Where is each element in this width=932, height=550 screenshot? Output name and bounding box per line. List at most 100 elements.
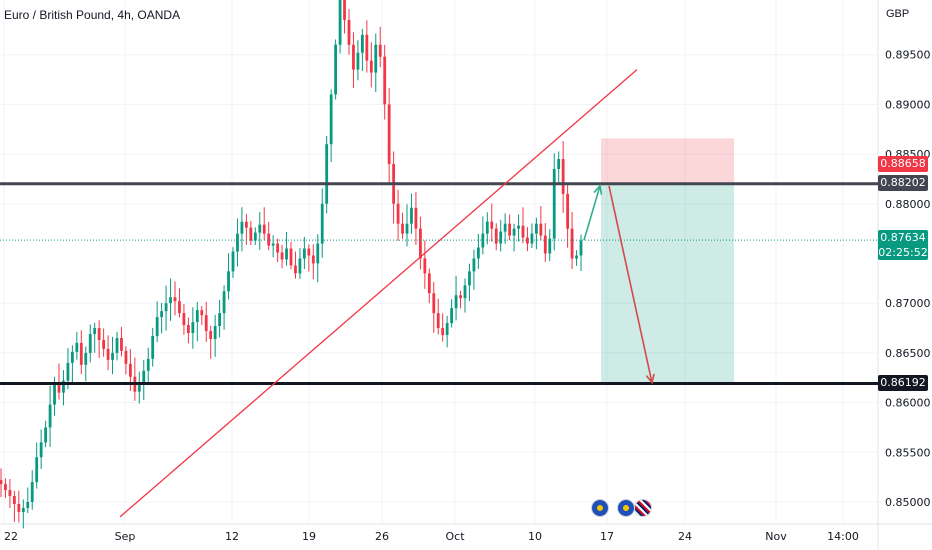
candle-body (17, 503, 21, 512)
projection-down-arrow[interactable] (608, 185, 655, 385)
candle-body (169, 297, 172, 304)
projection-up-arrow[interactable] (583, 184, 603, 241)
candle-body (93, 328, 97, 335)
candle-body (280, 252, 284, 260)
candle-body (124, 350, 128, 364)
candle-body (258, 224, 262, 233)
candle-body (30, 482, 34, 502)
candle-body (0, 480, 3, 485)
candle-body (343, 0, 346, 20)
time-tick-label: Oct (445, 530, 465, 543)
stop-loss-zone[interactable] (601, 138, 734, 184)
candle-body (503, 223, 507, 232)
candle-body (79, 342, 83, 365)
candle-body (289, 248, 293, 266)
candle-body (146, 358, 150, 371)
candle-body (26, 502, 30, 508)
time-axis[interactable]: 22 Sep 12 19 26 Oct 10 17 24 Nov 14:00 (4, 530, 859, 543)
eu-flag-icon[interactable] (617, 499, 635, 517)
candle-body (240, 221, 244, 234)
chart-title: Euro / British Pound, 4h, OANDA (4, 8, 181, 22)
price-tick-label: 0.86000 (885, 397, 931, 410)
candle-body (4, 484, 7, 491)
candle-body (191, 322, 195, 334)
candle-body (360, 34, 364, 53)
candle-body (320, 203, 324, 244)
time-tick-label: Sep (115, 530, 136, 543)
candle-body (173, 297, 177, 302)
candle-body (75, 342, 79, 352)
candle-body (186, 325, 190, 334)
candle-body (517, 225, 520, 229)
candle-body (44, 427, 48, 443)
candle-body (249, 227, 253, 241)
current-price-label: 0.87634 (880, 231, 926, 244)
candle-body (383, 56, 387, 105)
time-tick-label: 19 (302, 530, 316, 543)
price-tick-label: 0.89500 (885, 49, 931, 62)
candle-body (35, 457, 39, 483)
candle-body (530, 233, 534, 244)
candle-body (481, 233, 485, 248)
price-tick-label: 0.85000 (885, 496, 931, 509)
horizontal-levels[interactable] (0, 182, 878, 386)
candle-body (307, 248, 311, 256)
time-tick-label: 22 (4, 530, 18, 543)
candle-body (347, 19, 351, 45)
time-tick-label: 14:00 (827, 530, 859, 543)
candle-body (218, 313, 222, 327)
candle-body (499, 231, 503, 244)
candle-body (548, 238, 552, 254)
candle-body (561, 159, 565, 194)
candle-body (209, 331, 213, 339)
candle-body (151, 336, 155, 359)
candle-body (521, 225, 525, 238)
candle-body (155, 317, 159, 337)
candle-body (231, 251, 235, 272)
candle-body (534, 223, 538, 234)
candle-body (66, 362, 70, 381)
candle-body (48, 404, 52, 428)
eu-flag-icon[interactable] (591, 499, 609, 517)
candle-body (271, 243, 275, 246)
candle-body (222, 291, 226, 314)
candle-body (178, 301, 181, 314)
take-profit-zone[interactable] (601, 183, 734, 384)
candle-body (276, 243, 280, 253)
candle-body (298, 258, 302, 274)
candle-body (115, 337, 119, 353)
candle-body (267, 233, 271, 246)
candle-body (552, 169, 556, 239)
candle-body (21, 507, 25, 512)
candle-body (111, 352, 114, 360)
grid (0, 0, 878, 524)
candle-body (494, 228, 498, 244)
time-tick-label: 17 (600, 530, 614, 543)
drawings[interactable] (119, 69, 655, 518)
candle-body (575, 255, 578, 259)
candle-body (570, 228, 574, 259)
candle-body (195, 310, 199, 323)
time-tick-label: 26 (375, 530, 389, 543)
candle-body (334, 44, 338, 95)
candle-body (12, 496, 16, 504)
price-axis[interactable]: 0.895000.890000.885000.880000.870000.865… (885, 49, 931, 509)
candle-body (459, 295, 462, 299)
candle-body (70, 351, 74, 363)
position-zones[interactable] (601, 138, 734, 384)
candle-body (476, 247, 480, 259)
uk-flag-icon[interactable] (634, 499, 652, 517)
candle-body (374, 44, 378, 73)
candle-body (557, 159, 561, 170)
candle-body (450, 308, 454, 324)
candle-body (182, 313, 186, 326)
time-tick-label: 10 (528, 530, 542, 543)
candle-body (329, 94, 333, 145)
ascending-trendline[interactable] (119, 69, 638, 518)
candle-body (236, 233, 239, 252)
candle-body (97, 328, 101, 340)
candle-body (325, 144, 329, 204)
candle-body (8, 490, 12, 497)
resistance-price-badge: 0.88202 (878, 175, 928, 191)
